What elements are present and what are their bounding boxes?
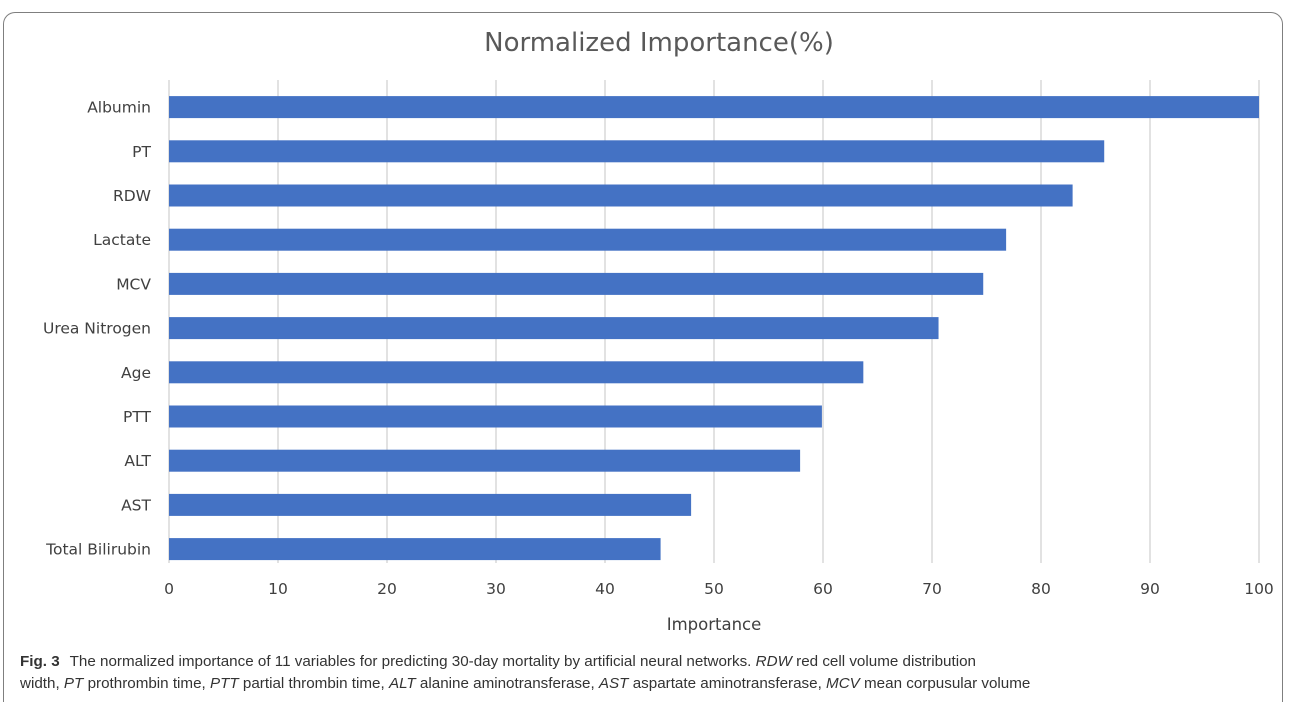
abbr-alt: ALT	[388, 675, 416, 692]
def-rdw: red cell volume distribution	[796, 653, 976, 670]
abbr-ptt: PTT	[209, 675, 239, 692]
caption-line-2: width, PT prothrombin time, PTT partial …	[20, 673, 1275, 695]
def-ptt: partial thrombin time,	[242, 675, 385, 692]
bar	[169, 538, 661, 561]
abbr-pt: PT	[63, 675, 84, 692]
bar	[169, 493, 692, 516]
caption-text: The normalized importance of 11 variable…	[69, 653, 752, 670]
category-labels: Albumin PT RDW Lactate MCV Urea Nitrogen Age PT…	[43, 99, 152, 559]
chart-title: Normalized Importance(%)	[484, 28, 834, 58]
figure-caption: Fig. 3 The normalized importance of 11 v…	[20, 651, 1275, 695]
abbr-mcv: MCV	[826, 675, 860, 692]
bar	[169, 361, 864, 384]
category-label: Total Bilirubin	[45, 541, 151, 559]
category-label: PT	[132, 143, 151, 161]
x-tick-label: 70	[922, 580, 942, 598]
category-label: ALT	[124, 452, 151, 470]
category-label: PTT	[123, 408, 152, 426]
category-label: AST	[121, 496, 151, 514]
tick-labels: 0 10 20 30 40 50 60 70 80 90 100	[164, 580, 1274, 598]
bars	[169, 96, 1259, 561]
bar-chart: Normalized Importance(%) Albumin PT RDW Lac…	[43, 28, 1274, 634]
x-tick-label: 0	[164, 580, 174, 598]
x-tick-label: 10	[268, 580, 288, 598]
bar	[169, 184, 1073, 207]
bar	[169, 228, 1007, 251]
category-label: Urea Nitrogen	[43, 320, 151, 338]
caption-line-1: Fig. 3 The normalized importance of 11 v…	[20, 651, 1275, 673]
x-tick-label: 40	[595, 580, 615, 598]
category-label: Age	[121, 364, 151, 382]
x-tick-label: 90	[1140, 580, 1160, 598]
def-pt: prothrombin time,	[87, 675, 206, 692]
chart-frame	[3, 12, 1283, 702]
bar	[169, 140, 1105, 163]
x-tick-label: 80	[1031, 580, 1051, 598]
category-label: Lactate	[93, 231, 151, 249]
abbr-ast: AST	[598, 675, 629, 692]
x-tick-label: 20	[377, 580, 397, 598]
x-axis-title: Importance	[667, 615, 762, 634]
x-tick-label: 30	[486, 580, 506, 598]
def-mcv: mean corpusular volume	[864, 675, 1031, 692]
bar	[169, 449, 801, 472]
x-tick-label: 100	[1244, 580, 1274, 598]
category-label: RDW	[113, 187, 151, 205]
abbr-rdw: RDW	[755, 653, 792, 670]
def-alt: alanine aminotransferase,	[419, 675, 595, 692]
def-rdw-2: width,	[20, 675, 60, 692]
def-ast: aspartate aminotransferase,	[632, 675, 822, 692]
x-tick-label: 60	[813, 580, 833, 598]
bar	[169, 96, 1259, 119]
bar	[169, 317, 939, 340]
bar	[169, 405, 822, 428]
category-label: Albumin	[87, 99, 151, 117]
figure-label: Fig. 3	[20, 653, 60, 670]
bar	[169, 272, 984, 295]
category-label: MCV	[116, 275, 151, 293]
x-tick-label: 50	[704, 580, 724, 598]
